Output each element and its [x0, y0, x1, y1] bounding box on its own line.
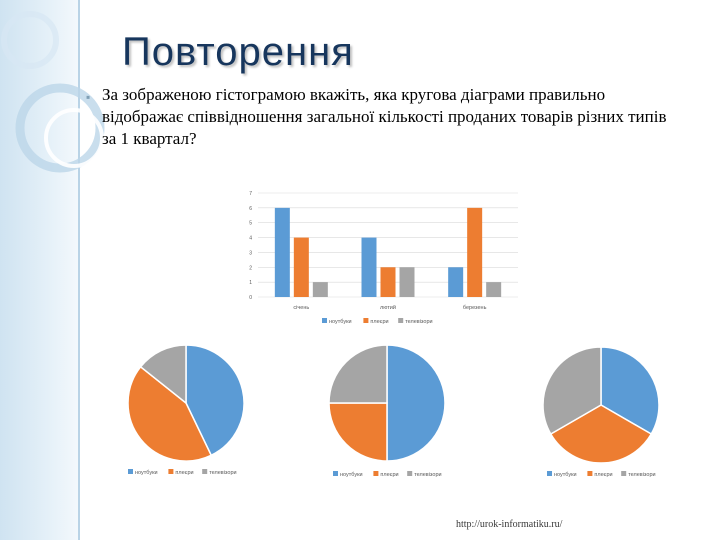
legend-swatch [587, 471, 593, 476]
bar [274, 207, 290, 297]
legend-label: ноутбуки [329, 319, 352, 325]
pie-chart-1: ноутбуки плеєри телевізори [127, 344, 245, 476]
legend-swatch [202, 469, 208, 474]
pie-slice [328, 344, 388, 404]
x-tick-label: березень [463, 305, 487, 311]
slide-title: Повторення [122, 30, 354, 74]
legend-label: ноутбуки [554, 472, 577, 478]
left-band-edge [78, 0, 80, 540]
legend-swatch [322, 318, 327, 323]
bar [312, 282, 328, 297]
y-tick-label: 6 [249, 206, 252, 212]
pie-chart-3: ноутбуки плеєри телевізори [542, 346, 660, 478]
pie-slice [549, 404, 653, 464]
legend-label: телевізори [405, 319, 432, 325]
y-tick-label: 4 [249, 236, 252, 242]
pie-slice [600, 346, 660, 436]
pie-chart-2: ноутбуки плеєри телевізори [328, 344, 446, 478]
bar [467, 207, 483, 297]
bar [399, 267, 415, 297]
footer-url: http://urok-informatiku.ru/ [456, 519, 563, 530]
legend-swatch [398, 318, 404, 323]
legend-label: ноутбуки [135, 470, 158, 476]
bar [361, 237, 377, 297]
legend-label: ноутбуки [340, 472, 363, 478]
y-tick-label: 7 [249, 191, 252, 197]
legend-label: плеєри [594, 472, 612, 478]
y-tick-label: 2 [249, 265, 252, 271]
x-tick-label: січень [293, 305, 309, 311]
legend-label: телевізори [628, 472, 655, 478]
bar-chart: 0 1 2 3 4 5 6 7 січень лютий березень ноутбуки плеєр… [249, 191, 518, 325]
pie-slice [139, 344, 187, 405]
bar [486, 282, 502, 297]
legend-swatch [407, 471, 413, 476]
legend-swatch [547, 471, 552, 476]
legend-swatch [333, 471, 338, 476]
y-tick-label: 3 [249, 250, 252, 256]
legend-swatch [168, 469, 174, 474]
x-tick-label: лютий [380, 304, 396, 311]
bullet-icon: ▪ [86, 90, 91, 104]
bar [293, 237, 309, 297]
pie-slice [328, 402, 388, 462]
pie-slice [386, 344, 446, 462]
pie-slice [127, 365, 213, 462]
y-tick-label: 0 [249, 295, 252, 301]
y-tick-label: 5 [249, 221, 252, 227]
legend-swatch [373, 471, 379, 476]
legend-swatch [128, 469, 133, 474]
bar [380, 267, 396, 297]
legend-swatch [621, 471, 627, 476]
y-tick-label: 1 [249, 280, 252, 286]
legend-label: телевізори [414, 472, 441, 478]
bar [448, 267, 464, 297]
legend-label: телевізори [209, 470, 236, 476]
pie-slice [185, 344, 245, 457]
pie-slice [542, 346, 602, 436]
decorative-circles [1, 11, 105, 173]
question-text: За зображеною гістограмою вкажіть, яка к… [102, 85, 667, 148]
legend-label: плеєри [175, 470, 193, 476]
legend-label: плеєри [380, 472, 398, 478]
legend-label: плеєри [370, 319, 388, 325]
legend-swatch [363, 318, 369, 323]
